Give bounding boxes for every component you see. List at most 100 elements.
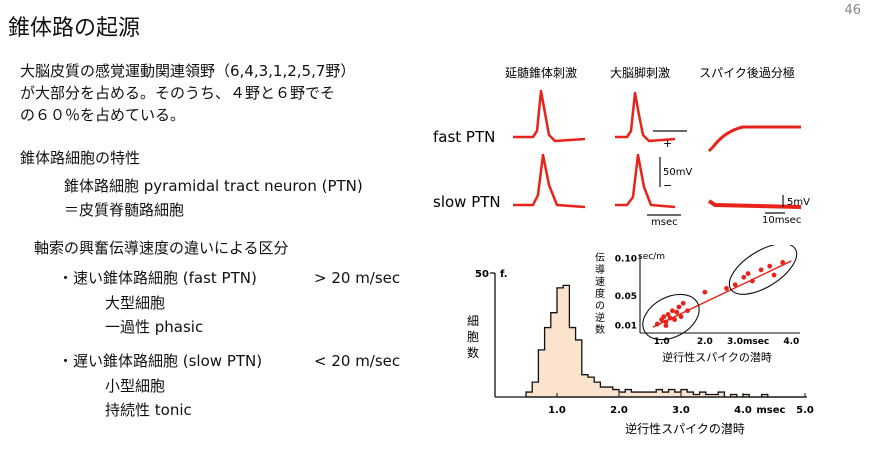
intro-line-3: の６０％を占めている。: [20, 106, 186, 124]
fast-cluster-ellipse: [642, 293, 700, 341]
hist-y-label: 細 胞 数: [467, 314, 479, 360]
histogram-bin: [669, 390, 675, 397]
latency-histogram: 50 f. 細 胞 数 1.0 2.0 3.0 4.0 msec 5.0 逆行性スパイクの…: [467, 245, 814, 436]
inset-data-point: [663, 323, 669, 328]
inset-data-point: [745, 271, 751, 276]
histogram-bin: [718, 392, 724, 397]
histogram-bin: [594, 382, 600, 397]
inset-y-tick: 0.01: [615, 322, 637, 332]
inset-y-label: 伝 導 速 度 の 逆 数: [595, 252, 605, 336]
histogram-bin: [625, 390, 631, 397]
histogram-bin: [644, 392, 650, 397]
column-label-peduncle: 大脳脚刺激: [610, 65, 670, 80]
inset-axes: [639, 255, 800, 334]
scale-10msec: 10msec: [762, 215, 801, 226]
intro-line-2: が大部分を占める。そのうち、４野と６野でそ: [20, 84, 336, 102]
inset-data-point: [670, 308, 675, 314]
scale-msec: msec: [651, 217, 678, 228]
inset-data-point: [678, 314, 684, 320]
fast-peduncle-trace: [615, 91, 676, 143]
histogram-bin: [638, 392, 644, 397]
inset-data-point: [758, 267, 764, 273]
inset-y-label-char-7: 数: [595, 323, 605, 336]
inset-data-point: [672, 317, 677, 323]
hist-y-label-char-1: 細: [467, 314, 479, 328]
inset-y-unit: sec/m: [638, 252, 665, 262]
hist-x-ticks: 1.0 2.0 3.0 4.0 msec 5.0: [548, 393, 814, 416]
inset-scatter: sec/m 0.10 0.05 0.01 1.0 2.0 3.0msec 4.0 伝 導 …: [595, 245, 800, 364]
inset-y-label-char-5: の: [595, 301, 605, 312]
inset-data-point: [661, 314, 667, 320]
inset-x-tick: 4.0: [783, 337, 799, 347]
inset-x-label: 逆行性スパイクの潜時: [662, 350, 772, 364]
histogram-bin: [613, 390, 619, 397]
histogram-bin: [631, 392, 637, 397]
scale-plus: +: [663, 137, 672, 150]
histogram-bin: [557, 288, 563, 397]
column-label-ahp: スパイク後過分極: [699, 65, 795, 80]
slow-cluster-ellipse: [728, 245, 798, 295]
histogram-bin: [656, 390, 662, 397]
scale-bars: [647, 130, 785, 216]
histogram-bin: [700, 392, 706, 397]
histogram-bin: [687, 392, 693, 397]
inset-data-point: [780, 260, 786, 265]
column-label-pyramid: 延髄錐体刺激: [505, 65, 577, 80]
inset-y-label-char-3: 速: [595, 276, 605, 288]
inset-data-point: [741, 274, 747, 280]
scale-50mv: 50mV: [663, 167, 692, 178]
hist-x-tick: msec: [756, 405, 785, 416]
slow-peduncle-trace: [615, 153, 676, 209]
cells-line-2: ＝皮質脊髄路細胞: [64, 201, 185, 219]
inset-fit-line: [652, 260, 792, 328]
histogram-bin: [551, 313, 557, 397]
intro-line-1: 大脳皮質の感覚運動関連領野（6,4,3,1,2,5,7野）: [20, 62, 356, 80]
inset-data-point: [767, 263, 773, 269]
inset-y-label-char-1: 伝: [595, 252, 605, 264]
histogram-bin: [582, 375, 588, 397]
slow-ptn-type: 持続性 tonic: [105, 401, 192, 419]
fast-ptn-speed: > 20 m/sec: [314, 269, 401, 287]
scale-5mv: 5mV: [787, 197, 810, 208]
cells-heading: 錐体路細胞の特性: [20, 149, 141, 167]
histogram-bin: [619, 392, 625, 397]
hist-x-tick: 4.0: [734, 405, 752, 416]
hist-y-label-char-2: 胞: [467, 330, 479, 344]
histogram-bin: [607, 387, 613, 397]
fast-ahp-trace: [707, 125, 801, 153]
histogram-bin: [681, 390, 687, 397]
hist-x-tick: 1.0: [548, 405, 566, 416]
hist-y-unit: f.: [500, 269, 508, 280]
page-number: 46: [844, 3, 861, 18]
inset-y-label-char-2: 導: [595, 263, 605, 276]
histogram-bin: [600, 387, 606, 397]
histogram-bin: [675, 392, 681, 397]
slow-ahp-trace: [707, 199, 802, 209]
slow-ptn-speed: < 20 m/sec: [314, 352, 401, 370]
spike-traces: [513, 89, 802, 209]
inset-data-points: [654, 260, 786, 328]
inset-y-tick: 0.10: [615, 255, 637, 265]
fast-pyramid-trace: [513, 89, 586, 143]
inset-data-point: [771, 272, 777, 278]
slow-pyramid-trace: [513, 153, 586, 209]
inset-y-label-char-4: 度: [595, 287, 605, 300]
inset-data-point: [674, 309, 680, 315]
cells-line-1: 錐体路細胞 pyramidal tract neuron (PTN): [64, 177, 363, 195]
histogram-axes: [490, 272, 807, 398]
inset-data-point: [665, 312, 671, 317]
fast-ptn-size: 大型細胞: [105, 294, 166, 312]
histogram-bin: [532, 382, 538, 397]
hist-x-label: 逆行性スパイクの潜時: [625, 421, 745, 436]
slow-ptn-size: 小型細胞: [105, 377, 166, 395]
inset-y-tick: 0.05: [615, 292, 637, 302]
histogram-bin: [545, 328, 551, 397]
inset-x-tick: 2.0: [697, 337, 713, 347]
inset-data-point: [702, 289, 708, 295]
inset-data-point: [676, 304, 682, 310]
histogram-bin: [569, 328, 575, 397]
inset-y-label-char-6: 逆: [595, 311, 605, 324]
hist-x-tick: 5.0: [796, 405, 814, 416]
hist-x-tick: 2.0: [610, 405, 628, 416]
inset-x-tick: 3.0msec: [727, 337, 769, 347]
